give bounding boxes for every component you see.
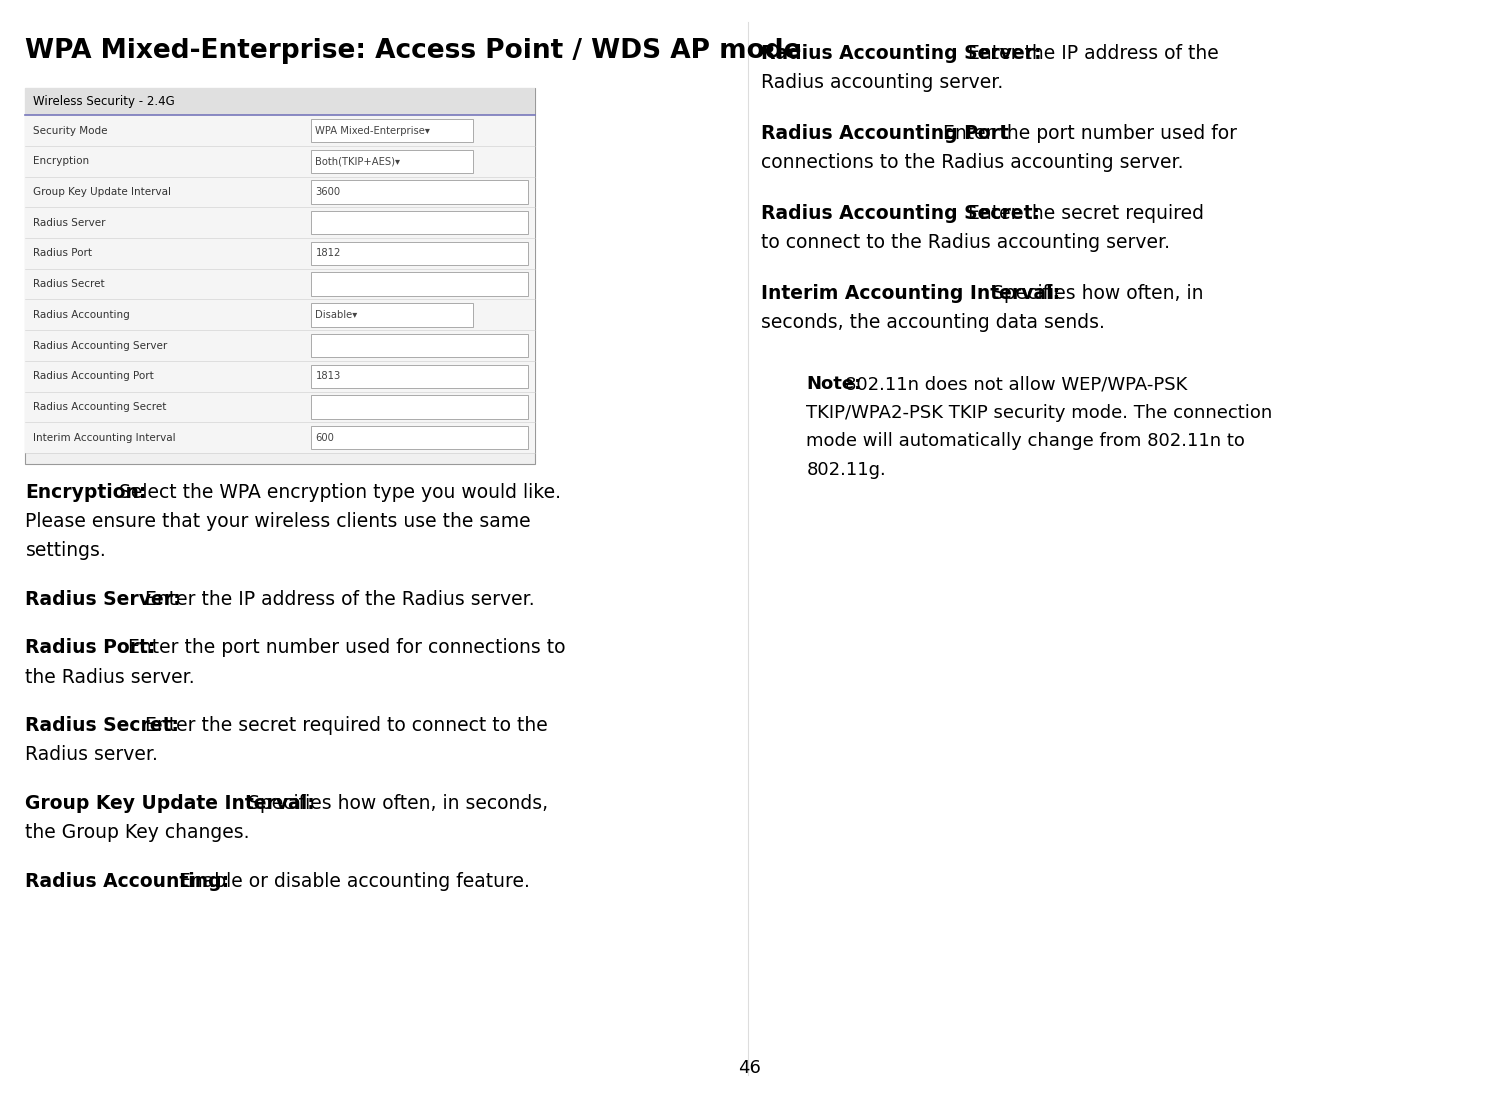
- Bar: [25, 299, 535, 330]
- Bar: [25, 361, 535, 392]
- Text: Radius Accounting Server:: Radius Accounting Server:: [761, 44, 1042, 63]
- Text: 1813: 1813: [315, 371, 340, 382]
- Text: Encryption:: Encryption:: [25, 483, 147, 501]
- Text: Radius Server: Radius Server: [33, 217, 105, 228]
- Bar: [310, 211, 528, 235]
- Text: WPA Mixed-Enterprise: Access Point / WDS AP mode: WPA Mixed-Enterprise: Access Point / WDS…: [25, 38, 802, 65]
- Text: Wireless Security - 2.4G: Wireless Security - 2.4G: [33, 95, 175, 108]
- Text: Radius Accounting:: Radius Accounting:: [25, 872, 229, 891]
- Text: the Group Key changes.: the Group Key changes.: [25, 824, 250, 842]
- Text: 802.11g.: 802.11g.: [806, 461, 886, 478]
- Text: Radius Port:: Radius Port:: [25, 638, 156, 657]
- Text: Radius accounting server.: Radius accounting server.: [761, 72, 1004, 92]
- Bar: [25, 177, 535, 207]
- Text: Enter the IP address of the: Enter the IP address of the: [967, 44, 1219, 63]
- Bar: [25, 115, 535, 146]
- Text: 3600: 3600: [315, 186, 340, 197]
- Text: Group Key Update Interval: Group Key Update Interval: [33, 186, 171, 197]
- Text: Both(TKIP+AES)▾: Both(TKIP+AES)▾: [315, 156, 400, 167]
- Bar: [310, 118, 474, 143]
- Text: Enter the secret required to connect to the: Enter the secret required to connect to …: [145, 716, 547, 735]
- Text: TKIP/WPA2-PSK TKIP security mode. The connection: TKIP/WPA2-PSK TKIP security mode. The co…: [806, 404, 1273, 421]
- Text: Please ensure that your wireless clients use the same: Please ensure that your wireless clients…: [25, 511, 531, 531]
- Text: Radius Accounting: Radius Accounting: [33, 309, 130, 320]
- Text: Note:: Note:: [806, 375, 862, 393]
- Text: Specifies how often, in: Specifies how often, in: [992, 284, 1204, 303]
- Bar: [25, 88, 535, 115]
- Text: Radius Accounting Port: Radius Accounting Port: [33, 371, 154, 382]
- Text: Radius Server:: Radius Server:: [25, 589, 181, 609]
- Text: Enter the port number used for: Enter the port number used for: [943, 124, 1237, 143]
- Text: Interim Accounting Interval: Interim Accounting Interval: [33, 432, 175, 443]
- Bar: [310, 241, 528, 265]
- Bar: [310, 395, 528, 419]
- Bar: [310, 303, 474, 327]
- Bar: [25, 392, 535, 422]
- Bar: [310, 149, 474, 173]
- Text: Enable or disable accounting feature.: Enable or disable accounting feature.: [180, 872, 531, 891]
- Text: Radius Secret:: Radius Secret:: [25, 716, 180, 735]
- Text: 1812: 1812: [315, 248, 340, 259]
- Bar: [25, 207, 535, 238]
- Text: Radius Port: Radius Port: [33, 248, 91, 259]
- Text: Group Key Update Interval:: Group Key Update Interval:: [25, 794, 315, 813]
- Text: Security Mode: Security Mode: [33, 125, 108, 136]
- Bar: [310, 272, 528, 296]
- Text: Enter the IP address of the Radius server.: Enter the IP address of the Radius serve…: [145, 589, 535, 609]
- Bar: [310, 364, 528, 388]
- Text: 802.11n does not allow WEP/WPA-PSK: 802.11n does not allow WEP/WPA-PSK: [845, 375, 1187, 393]
- Text: 600: 600: [315, 432, 334, 443]
- Bar: [310, 426, 528, 450]
- Text: Radius server.: Radius server.: [25, 746, 159, 765]
- Text: Enter the port number used for connections to: Enter the port number used for connectio…: [127, 638, 565, 657]
- Text: WPA Mixed-Enterprise▾: WPA Mixed-Enterprise▾: [315, 125, 430, 136]
- Text: Specifies how often, in seconds,: Specifies how often, in seconds,: [247, 794, 547, 813]
- Bar: [25, 146, 535, 177]
- Text: mode will automatically change from 802.11n to: mode will automatically change from 802.…: [806, 432, 1246, 450]
- Text: Enter the secret required: Enter the secret required: [967, 204, 1204, 223]
- Text: settings.: settings.: [25, 541, 106, 559]
- Text: Select the WPA encryption type you would like.: Select the WPA encryption type you would…: [120, 483, 562, 501]
- Text: seconds, the accounting data sends.: seconds, the accounting data sends.: [761, 313, 1105, 332]
- Text: the Radius server.: the Radius server.: [25, 667, 195, 687]
- Text: Radius Secret: Radius Secret: [33, 279, 105, 290]
- Text: Disable▾: Disable▾: [315, 309, 358, 320]
- Bar: [25, 269, 535, 299]
- Text: 46: 46: [738, 1060, 761, 1077]
- Bar: [310, 180, 528, 204]
- Bar: [25, 88, 535, 464]
- Text: Interim Accounting Interval:: Interim Accounting Interval:: [761, 284, 1061, 303]
- Text: to connect to the Radius accounting server.: to connect to the Radius accounting serv…: [761, 234, 1171, 252]
- Text: Radius Accounting Server: Radius Accounting Server: [33, 340, 168, 351]
- Bar: [25, 330, 535, 361]
- Bar: [310, 333, 528, 358]
- Text: connections to the Radius accounting server.: connections to the Radius accounting ser…: [761, 152, 1184, 172]
- Text: Radius Accounting Port: Radius Accounting Port: [761, 124, 1009, 143]
- Text: Radius Accounting Secret: Radius Accounting Secret: [33, 402, 166, 412]
- Bar: [25, 422, 535, 453]
- Bar: [25, 238, 535, 269]
- Text: Encryption: Encryption: [33, 156, 88, 167]
- Text: Radius Accounting Secret:: Radius Accounting Secret:: [761, 204, 1040, 223]
